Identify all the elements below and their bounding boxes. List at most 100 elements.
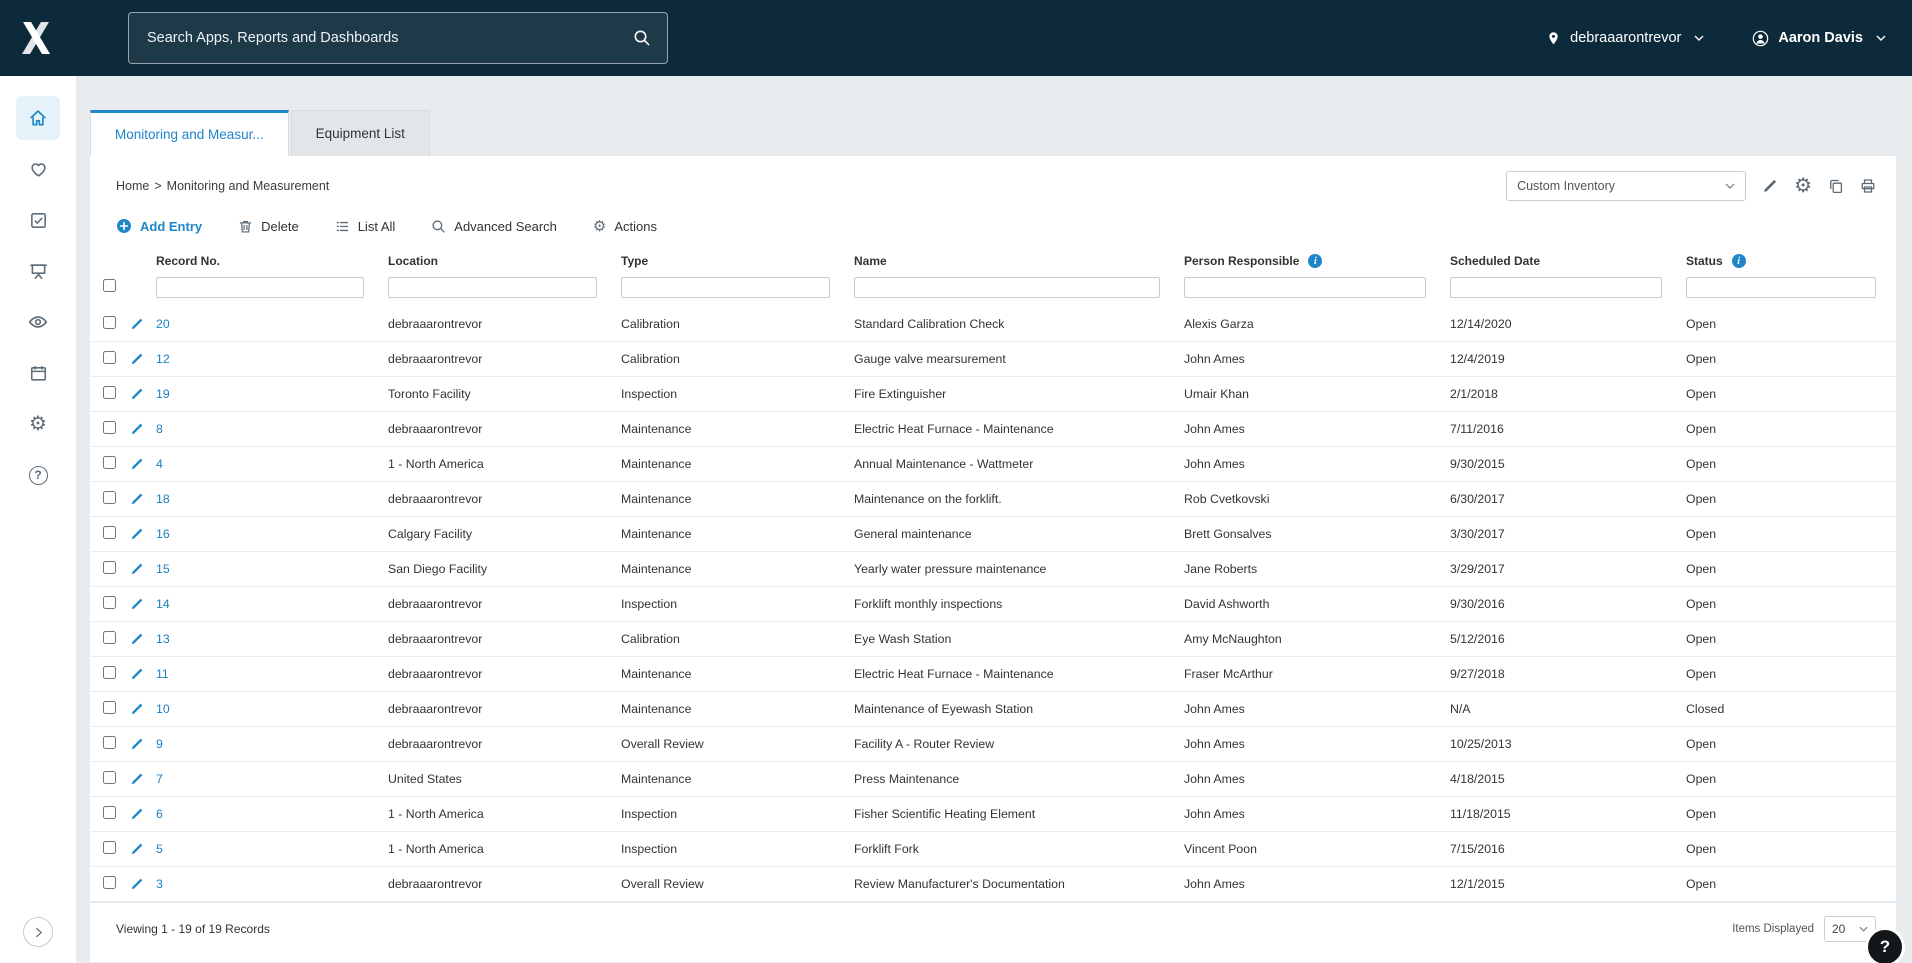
- column-header-person-responsible[interactable]: Person Responsible i: [1184, 254, 1450, 268]
- search-input[interactable]: [145, 29, 633, 47]
- filter-scheduled-date[interactable]: [1450, 277, 1662, 298]
- user-menu[interactable]: Aaron Davis: [1752, 30, 1886, 47]
- view-settings-gear-icon[interactable]: ⚙: [1794, 175, 1812, 197]
- filter-location[interactable]: [388, 277, 597, 298]
- row-checkbox[interactable]: [103, 701, 116, 714]
- edit-record-icon[interactable]: [130, 632, 156, 646]
- record-number-link[interactable]: 13: [156, 632, 170, 646]
- row-checkbox[interactable]: [103, 631, 116, 644]
- copy-icon[interactable]: [1828, 178, 1844, 194]
- row-checkbox[interactable]: [103, 491, 116, 504]
- edit-record-icon[interactable]: [130, 527, 156, 541]
- edit-record-icon[interactable]: [130, 737, 156, 751]
- edit-view-icon[interactable]: [1762, 178, 1778, 194]
- sidebar-expand-button[interactable]: [23, 917, 53, 947]
- edit-record-icon[interactable]: [130, 492, 156, 506]
- sidebar-item-views[interactable]: [16, 300, 60, 344]
- cell-scheduled-date: 9/30/2015: [1450, 457, 1505, 471]
- edit-record-icon[interactable]: [130, 807, 156, 821]
- row-checkbox[interactable]: [103, 841, 116, 854]
- add-entry-button[interactable]: Add Entry: [116, 218, 202, 234]
- sidebar-item-tasks[interactable]: [16, 198, 60, 242]
- print-icon[interactable]: [1860, 178, 1876, 194]
- record-number-link[interactable]: 8: [156, 422, 163, 436]
- row-checkbox[interactable]: [103, 351, 116, 364]
- global-search[interactable]: [128, 12, 668, 64]
- row-checkbox[interactable]: [103, 316, 116, 329]
- cell-scheduled-date: 4/18/2015: [1450, 772, 1505, 786]
- record-number-link[interactable]: 7: [156, 772, 163, 786]
- row-checkbox[interactable]: [103, 596, 116, 609]
- row-checkbox[interactable]: [103, 736, 116, 749]
- edit-record-icon[interactable]: [130, 842, 156, 856]
- edit-record-icon[interactable]: [130, 352, 156, 366]
- row-checkbox[interactable]: [103, 666, 116, 679]
- edit-record-icon[interactable]: [130, 422, 156, 436]
- sidebar-item-calendar[interactable]: [16, 351, 60, 395]
- filter-status[interactable]: [1686, 277, 1876, 298]
- edit-record-icon[interactable]: [130, 597, 156, 611]
- record-number-link[interactable]: 11: [156, 667, 169, 681]
- record-number-link[interactable]: 16: [156, 527, 170, 541]
- sidebar-item-presentations[interactable]: [16, 249, 60, 293]
- column-header-type[interactable]: Type: [621, 254, 649, 268]
- sidebar-item-help[interactable]: ?: [16, 453, 60, 497]
- edit-record-icon[interactable]: [130, 457, 156, 471]
- info-icon[interactable]: i: [1308, 254, 1323, 268]
- breadcrumb-home[interactable]: Home: [116, 179, 150, 193]
- row-checkbox[interactable]: [103, 456, 116, 469]
- record-number-link[interactable]: 3: [156, 877, 163, 891]
- row-checkbox[interactable]: [103, 876, 116, 889]
- info-icon[interactable]: i: [1731, 254, 1746, 268]
- help-widget-button[interactable]: ?: [1865, 927, 1905, 963]
- column-header-record-no[interactable]: Record No.: [156, 254, 221, 268]
- row-checkbox[interactable]: [103, 561, 116, 574]
- record-number-link[interactable]: 14: [156, 597, 170, 611]
- row-checkbox[interactable]: [103, 526, 116, 539]
- record-number-link[interactable]: 9: [156, 737, 163, 751]
- record-number-link[interactable]: 20: [156, 317, 170, 331]
- record-number-link[interactable]: 5: [156, 842, 163, 856]
- edit-record-icon[interactable]: [130, 772, 156, 786]
- filter-type[interactable]: [621, 277, 830, 298]
- record-number-link[interactable]: 4: [156, 457, 163, 471]
- row-checkbox[interactable]: [103, 771, 116, 784]
- record-number-link[interactable]: 6: [156, 807, 163, 821]
- column-header-location[interactable]: Location: [388, 254, 438, 268]
- edit-record-icon[interactable]: [130, 877, 156, 891]
- select-all-checkbox[interactable]: [103, 278, 116, 292]
- edit-record-icon[interactable]: [130, 562, 156, 576]
- location-switcher[interactable]: debraaarontrevor: [1546, 30, 1704, 46]
- record-number-link[interactable]: 12: [156, 352, 170, 366]
- record-number-link[interactable]: 15: [156, 562, 170, 576]
- record-number-link[interactable]: 10: [156, 702, 170, 716]
- row-checkbox[interactable]: [103, 806, 116, 819]
- actions-button[interactable]: ⚙ Actions: [592, 217, 657, 235]
- filter-person-responsible[interactable]: [1184, 277, 1426, 298]
- filter-record-no[interactable]: [156, 277, 364, 298]
- edit-record-icon[interactable]: [130, 702, 156, 716]
- edit-record-icon[interactable]: [130, 387, 156, 401]
- app-logo-icon[interactable]: [16, 18, 56, 58]
- view-select[interactable]: Custom Inventory: [1506, 171, 1747, 201]
- sidebar-item-settings[interactable]: ⚙: [16, 402, 60, 446]
- column-header-status[interactable]: Status i: [1686, 254, 1882, 268]
- delete-button[interactable]: Delete: [238, 219, 299, 234]
- record-number-link[interactable]: 19: [156, 387, 170, 401]
- row-checkbox[interactable]: [103, 386, 116, 399]
- tab-equipment-list[interactable]: Equipment List: [290, 110, 430, 156]
- search-icon[interactable]: [633, 29, 651, 47]
- record-number-link[interactable]: 18: [156, 492, 170, 506]
- tab-monitoring-and-measurement[interactable]: Monitoring and Measur...: [90, 110, 289, 156]
- sidebar: ⚙ ?: [0, 76, 76, 963]
- column-header-name[interactable]: Name: [854, 254, 887, 268]
- filter-name[interactable]: [854, 277, 1160, 298]
- edit-record-icon[interactable]: [130, 317, 156, 331]
- column-header-scheduled-date[interactable]: Scheduled Date: [1450, 254, 1541, 268]
- advanced-search-button[interactable]: Advanced Search: [431, 219, 557, 234]
- sidebar-item-health[interactable]: [16, 147, 60, 191]
- list-all-button[interactable]: List All: [335, 219, 395, 234]
- sidebar-item-home[interactable]: [16, 96, 60, 140]
- edit-record-icon[interactable]: [130, 667, 156, 681]
- row-checkbox[interactable]: [103, 421, 116, 434]
